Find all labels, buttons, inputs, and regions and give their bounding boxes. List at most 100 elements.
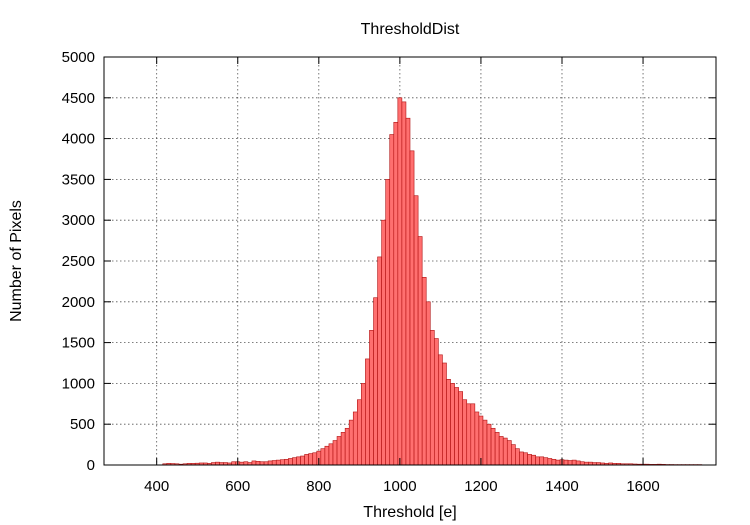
histogram-bar — [543, 457, 549, 466]
histogram-bar — [535, 456, 540, 466]
histogram-bar — [352, 411, 358, 466]
histogram-bar — [393, 121, 399, 466]
histogram-bar — [296, 456, 301, 466]
histogram-bars — [162, 97, 703, 466]
x-tick-label: 400 — [144, 478, 169, 495]
histogram-bar — [551, 458, 557, 466]
x-tick-label: 1600 — [626, 478, 659, 495]
histogram-bar — [251, 460, 257, 466]
y-tick-label: 4500 — [62, 90, 95, 107]
histogram-bar — [438, 354, 443, 466]
histogram-bar — [369, 330, 374, 466]
histogram-bar — [255, 461, 261, 466]
y-tick-label: 2500 — [62, 253, 95, 270]
histogram-bar — [385, 179, 391, 466]
y-axis-label: Number of Pixels — [8, 200, 25, 322]
histogram-bar — [328, 443, 334, 466]
histogram-bar — [531, 454, 536, 466]
histogram-bar — [527, 454, 532, 466]
histogram-bar — [280, 459, 285, 466]
histogram-bar — [442, 362, 447, 466]
histogram-bar — [547, 458, 553, 466]
histogram-bar — [450, 383, 455, 466]
x-tick-label: 1400 — [545, 478, 578, 495]
histogram-bar — [267, 460, 273, 466]
histogram-bar — [421, 277, 427, 466]
histogram-bar — [312, 452, 318, 466]
x-tick-label: 1000 — [383, 478, 416, 495]
histogram-bar — [462, 399, 468, 466]
histogram-bar — [474, 411, 480, 466]
histogram-bar — [332, 440, 338, 466]
histogram-bar — [292, 457, 297, 466]
histogram-bar — [320, 448, 326, 466]
y-tick-label: 5000 — [62, 49, 95, 66]
y-tick-label: 4000 — [62, 131, 95, 148]
histogram-bar — [381, 219, 386, 466]
histogram-bar — [300, 455, 305, 466]
histogram-bar — [571, 459, 577, 466]
histogram-bar — [357, 399, 362, 466]
histogram-bar — [373, 297, 378, 466]
histogram-bar — [498, 436, 504, 466]
histogram-bar — [523, 452, 528, 466]
histogram-bar — [506, 440, 512, 466]
histogram-bar — [413, 195, 419, 466]
histogram-bar — [502, 437, 508, 466]
y-tick-label: 1500 — [62, 335, 95, 352]
y-tick-label: 1000 — [62, 375, 95, 392]
histogram-bar — [429, 330, 435, 466]
histogram-bar — [490, 427, 496, 466]
y-tick-label: 500 — [70, 416, 95, 433]
histogram-bar — [365, 358, 370, 466]
histogram-bar — [344, 427, 350, 466]
x-tick-label: 600 — [225, 478, 250, 495]
histogram-bar — [377, 256, 382, 466]
histogram-bar — [361, 383, 366, 466]
histogram-bar — [340, 432, 346, 466]
histogram-bar — [409, 150, 415, 466]
histogram-bar — [336, 436, 342, 466]
histogram-bar — [304, 454, 309, 466]
histogram-bar — [466, 403, 472, 466]
histogram-bar — [567, 460, 573, 466]
histogram-bar — [454, 387, 459, 466]
x-axis-label: Threshold [e] — [363, 504, 456, 521]
histogram-bar — [563, 459, 569, 466]
histogram-bar — [284, 458, 289, 466]
histogram-bar — [486, 423, 492, 466]
histogram-bar — [271, 460, 277, 466]
y-tick-label: 3500 — [62, 171, 95, 188]
histogram-bar — [288, 458, 293, 466]
chart-title: ThresholdDist — [361, 21, 460, 38]
histogram-bar — [555, 459, 561, 466]
histogram-bar — [397, 97, 403, 466]
y-tick-label: 2000 — [62, 294, 95, 311]
histogram-bar — [434, 338, 439, 466]
histogram-bar — [458, 391, 463, 466]
histogram-bar — [470, 403, 476, 466]
x-tick-label: 800 — [306, 478, 331, 495]
x-axis-ticks: 400 600 800 1000 1200 1400 1600 — [144, 57, 660, 495]
x-tick-label: 1200 — [464, 478, 497, 495]
y-tick-label: 0 — [87, 457, 95, 474]
histogram-bar — [348, 419, 354, 466]
histogram-bar — [494, 432, 500, 466]
histogram-bar — [511, 444, 516, 466]
histogram-bar — [401, 101, 407, 466]
histogram-bar — [389, 134, 395, 466]
histogram-bar — [539, 456, 545, 466]
histogram-bar — [482, 419, 488, 466]
histogram-bar — [478, 415, 484, 466]
histogram-bar — [324, 445, 330, 466]
histogram-bar — [425, 301, 431, 466]
y-tick-label: 3000 — [62, 212, 95, 229]
histogram-bar — [575, 460, 581, 466]
histogram-bar — [519, 451, 524, 466]
histogram-bar — [446, 379, 451, 466]
histogram-bar — [405, 117, 411, 466]
histogram-bar — [417, 236, 423, 466]
histogram-bar — [515, 448, 520, 466]
histogram-bar — [308, 453, 314, 466]
